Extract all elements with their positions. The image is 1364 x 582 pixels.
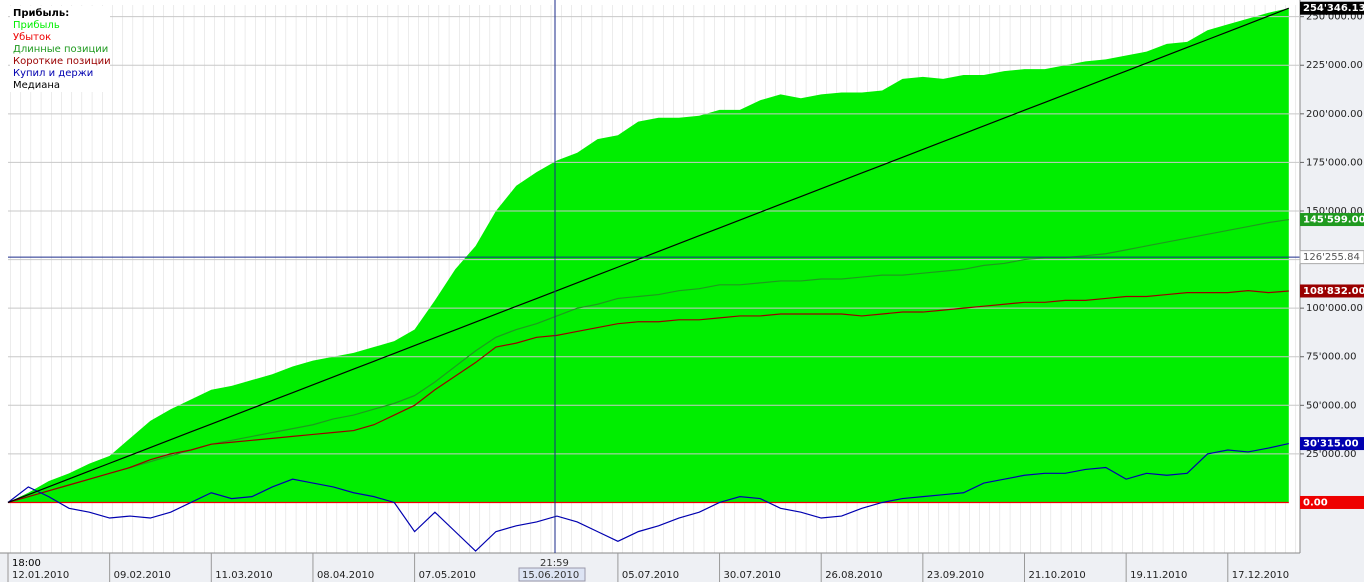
x-tick-label: 05.07.2010 (622, 570, 679, 581)
x-tick-label: 17.12.2010 (1232, 570, 1289, 581)
crosshair-y-label: 126'255.84 (1303, 252, 1360, 263)
legend-title: Прибыль: (13, 7, 69, 19)
legend-entry: Короткие позиции (13, 56, 111, 67)
y-tick-label: 225'000.00 (1306, 60, 1363, 71)
x-tick-label: 26.08.2010 (825, 570, 882, 581)
legend-entry: Длинные позиции (13, 44, 108, 55)
crosshair-y-box (1299, 250, 1364, 265)
series-line (7, 7, 1290, 504)
x-tick-label: 09.02.2010 (114, 570, 171, 581)
end-label: 254'346.13 (1303, 3, 1364, 14)
y-tick-label: 200'000.00 (1306, 109, 1363, 120)
end-label: 0.00 (1303, 497, 1328, 508)
x-tick-label: 12.01.2010 (12, 570, 69, 581)
legend-box (10, 6, 110, 92)
end-label: 30'315.00 (1303, 439, 1359, 450)
end-label-box (1300, 495, 1364, 509)
series-line (7, 442, 1289, 552)
x-axis-panel (0, 553, 1364, 582)
x-tick-label: 19.11.2010 (1130, 570, 1187, 581)
crosshair-x-label: 15.06.2010 (522, 570, 579, 581)
end-label: 145'599.00 (1303, 215, 1364, 226)
y-tick-label: 75'000.00 (1306, 352, 1356, 363)
legend-entry: Медиана (13, 80, 60, 91)
x-tick-label: 23.09.2010 (927, 570, 984, 581)
crosshair-time-label: 21:59 (540, 558, 569, 569)
x-tick-label: 21.10.2010 (1029, 570, 1086, 581)
y-tick-label: 175'000.00 (1306, 157, 1363, 168)
series-line (7, 290, 1289, 504)
y-tick-label: 100'000.00 (1306, 303, 1363, 314)
end-label: 108'832.00 (1303, 286, 1364, 297)
x-tick-label: 08.04.2010 (317, 570, 374, 581)
legend-entry: Убыток (13, 32, 51, 43)
crosshair-x-box (518, 567, 586, 582)
legend-entry: Купил и держи (13, 68, 93, 79)
y-tick-label: 250'000.00 (1306, 12, 1363, 23)
end-label-box (1300, 284, 1364, 298)
end-label-box (1300, 437, 1364, 451)
x-tick-label: 30.07.2010 (724, 570, 781, 581)
y-tick-label: 150'000.00 (1306, 206, 1363, 217)
y-tick-label: 50'000.00 (1306, 400, 1356, 411)
x-tick-label: 07.05.2010 (419, 570, 476, 581)
end-label-box (1300, 213, 1364, 227)
start-time: 18:00 (12, 558, 41, 569)
end-label-box (1300, 1, 1364, 15)
x-tick-label: 11.03.2010 (215, 570, 272, 581)
y-tick-label: 25'000.00 (1306, 449, 1356, 460)
legend-entry: Прибыль (13, 20, 60, 31)
